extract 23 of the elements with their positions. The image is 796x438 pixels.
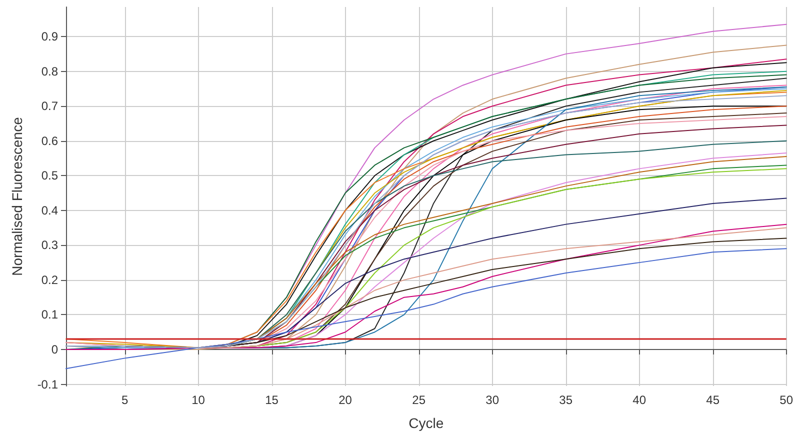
y-tick-label: 0.8	[41, 64, 58, 78]
y-tick-label: 0.1	[41, 308, 58, 322]
x-tick-label: 30	[486, 393, 500, 407]
x-axis-title: Cycle	[408, 415, 444, 431]
x-tick-label: 45	[706, 393, 720, 407]
y-tick-label: 0.5	[41, 168, 58, 183]
x-tick-label: 5	[121, 393, 128, 407]
y-tick-label: -0.1	[37, 377, 58, 392]
x-tick-label: 15	[265, 393, 279, 407]
y-tick-label: 0.2	[41, 272, 58, 287]
y-tick-label: 0.6	[41, 134, 58, 148]
x-tick-label: 40	[632, 393, 646, 407]
y-tick-label: 0	[51, 342, 58, 356]
x-tick-label: 35	[559, 393, 573, 407]
y-tick-label: 0.9	[41, 30, 58, 44]
y-axis-title: Normalised Fluorescence	[9, 116, 25, 276]
x-tick-label: 20	[338, 393, 352, 407]
y-tick-label: 0.3	[41, 238, 58, 252]
x-tick-label: 25	[412, 393, 426, 407]
x-tick-label: 50	[780, 393, 794, 407]
x-tick-label: 10	[192, 393, 206, 407]
y-tick-label: 0.4	[41, 203, 58, 218]
y-tick-label: 0.7	[41, 99, 58, 114]
